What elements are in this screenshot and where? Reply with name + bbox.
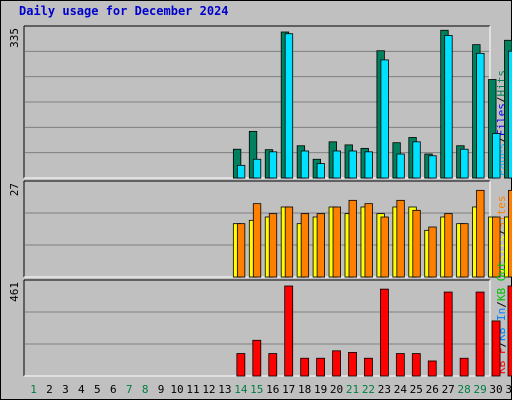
- bar-files-day-20: [332, 150, 341, 179]
- bar-files-day-17: [284, 33, 294, 179]
- x-tick-label-25: 25: [410, 383, 423, 396]
- x-tick-label-23: 23: [378, 383, 391, 396]
- x-tick-label-6: 6: [110, 383, 117, 396]
- x-tick-label-7: 7: [126, 383, 133, 396]
- legend-item: KB Out: [495, 261, 508, 301]
- bar-sites-day-18: [300, 213, 310, 278]
- x-tick-label-22: 22: [362, 383, 375, 396]
- bar-files-day-28: [460, 148, 469, 179]
- y-axis-max-label: 335: [8, 28, 21, 48]
- bar-files-day-27: [444, 35, 453, 179]
- x-tick-label-20: 20: [330, 383, 343, 396]
- legend-item: /: [495, 97, 508, 104]
- bar-sites-day-25: [412, 209, 421, 278]
- x-tick-label-14: 14: [234, 383, 248, 396]
- x-tick-label-3: 3: [62, 383, 69, 396]
- bar-files-day-30: [492, 133, 501, 179]
- bar-kb-f-day-21: [348, 351, 357, 377]
- bar-files-day-21: [348, 150, 357, 179]
- bar-files-day-29: [476, 52, 485, 179]
- bar-sites-day-19: [316, 213, 326, 278]
- bar-sites-day-28: [460, 223, 469, 278]
- bar-kb-f-day-14: [236, 353, 246, 377]
- x-tick-label-16: 16: [266, 383, 279, 396]
- bar-sites-day-20: [332, 206, 341, 278]
- x-tick-label-10: 10: [170, 383, 183, 396]
- bar-sites-day-14: [236, 223, 246, 278]
- bar-sites-day-27: [444, 213, 453, 278]
- bar-sites-day-30: [492, 216, 501, 278]
- bar-sites-day-17: [284, 206, 294, 278]
- bar-files-day-25: [412, 141, 421, 179]
- bar-sites-day-29: [476, 189, 485, 278]
- bar-files-day-18: [300, 150, 310, 179]
- bar-kb-f-day-25: [411, 353, 421, 377]
- bar-sites-day-23: [380, 216, 389, 278]
- bar-files-day-14: [236, 164, 246, 179]
- bar-kb-f-day-24: [395, 353, 405, 377]
- x-tick-label-9: 9: [158, 383, 165, 396]
- bar-sites-day-26: [428, 226, 437, 278]
- x-tick-label-28: 28: [458, 383, 471, 396]
- legend-item: /: [495, 301, 508, 308]
- bar-kb-f-day-30: [491, 320, 501, 377]
- bar-files-day-16: [268, 151, 278, 179]
- x-tick-label-31: 31: [505, 383, 512, 396]
- x-tick-label-26: 26: [426, 383, 439, 396]
- x-tick-label-2: 2: [46, 383, 53, 396]
- x-tick-label-30: 30: [489, 383, 502, 396]
- bar-sites-day-16: [268, 213, 278, 278]
- bar-files-day-19: [316, 163, 326, 179]
- x-tick-label-1: 1: [30, 383, 37, 396]
- bar-files-day-26: [428, 155, 437, 179]
- bar-sites-day-15: [252, 203, 262, 278]
- x-tick-label-12: 12: [202, 383, 215, 396]
- bar-files-day-22: [364, 151, 373, 179]
- bar-kb-f-day-23: [379, 288, 389, 377]
- bar-kb-f-day-29: [475, 291, 485, 377]
- legend-item: /: [495, 136, 508, 143]
- bar-sites-day-21: [348, 199, 357, 278]
- bar-sites-day-31: [508, 189, 512, 278]
- bar-kb-f-day-19: [316, 357, 326, 377]
- bar-kb-f-day-31: [507, 285, 512, 377]
- x-tick-label-19: 19: [314, 383, 327, 396]
- bar-kb-f-day-26: [427, 360, 437, 377]
- bar-files-day-31: [508, 50, 512, 179]
- bar-kb-f-day-18: [300, 357, 310, 377]
- bar-kb-f-day-15: [252, 339, 262, 377]
- bar-kb-f-day-22: [364, 357, 373, 377]
- x-tick-label-24: 24: [394, 383, 408, 396]
- bar-kb-f-day-16: [268, 353, 278, 377]
- x-tick-label-18: 18: [298, 383, 311, 396]
- bar-kb-f-day-20: [332, 350, 341, 377]
- legend-item: /: [495, 229, 508, 236]
- bar-files-day-24: [396, 153, 405, 179]
- y-axis-max-label: 461: [8, 282, 21, 302]
- chart-title: Daily usage for December 2024: [19, 4, 229, 18]
- bar-kb-f-day-27: [443, 291, 453, 377]
- x-tick-label-8: 8: [142, 383, 149, 396]
- bar-files-day-15: [252, 158, 262, 179]
- bar-sites-day-24: [396, 199, 405, 278]
- bar-kb-f-day-17: [284, 285, 294, 377]
- bar-kb-f-day-28: [459, 357, 469, 377]
- x-tick-label-4: 4: [78, 383, 85, 396]
- x-tick-label-11: 11: [186, 383, 199, 396]
- x-tick-label-27: 27: [442, 383, 455, 396]
- x-tick-label-15: 15: [250, 383, 263, 396]
- x-tick-label-29: 29: [473, 383, 486, 396]
- x-tick-label-5: 5: [94, 383, 101, 396]
- x-tick-label-13: 13: [218, 383, 231, 396]
- bar-files-day-23: [380, 59, 389, 179]
- legend-item: /: [495, 341, 508, 348]
- y-axis-max-label: 27: [8, 183, 21, 196]
- bar-sites-day-22: [364, 203, 373, 278]
- x-tick-label-17: 17: [282, 383, 295, 396]
- x-tick-label-21: 21: [346, 383, 359, 396]
